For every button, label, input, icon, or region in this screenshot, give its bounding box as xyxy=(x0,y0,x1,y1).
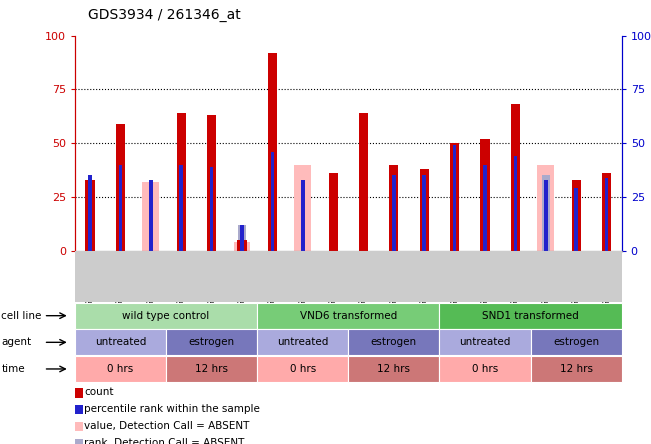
Bar xyxy=(238,240,247,251)
Bar xyxy=(238,225,245,251)
Text: untreated: untreated xyxy=(277,337,328,347)
Bar xyxy=(420,169,429,251)
Bar xyxy=(210,167,214,251)
Bar xyxy=(180,165,183,251)
Bar xyxy=(537,165,554,251)
Bar xyxy=(271,152,274,251)
Text: 0 hrs: 0 hrs xyxy=(107,364,133,374)
Text: 0 hrs: 0 hrs xyxy=(290,364,316,374)
Text: VND6 transformed: VND6 transformed xyxy=(299,311,397,321)
Bar xyxy=(118,165,122,251)
Bar xyxy=(207,115,216,251)
Bar xyxy=(85,180,94,251)
Bar xyxy=(422,175,426,251)
Bar xyxy=(294,165,311,251)
Text: untreated: untreated xyxy=(460,337,510,347)
Text: wild type control: wild type control xyxy=(122,311,210,321)
Bar xyxy=(389,165,398,251)
Bar xyxy=(602,173,611,251)
Text: rank, Detection Call = ABSENT: rank, Detection Call = ABSENT xyxy=(84,438,245,444)
Bar xyxy=(301,180,305,251)
Bar xyxy=(544,180,547,251)
Text: SND1 transformed: SND1 transformed xyxy=(482,311,579,321)
Bar xyxy=(116,124,125,251)
Bar xyxy=(234,242,250,251)
Bar xyxy=(572,180,581,251)
Bar xyxy=(268,53,277,251)
Bar xyxy=(329,173,338,251)
Bar xyxy=(480,139,490,251)
Bar xyxy=(511,104,520,251)
Bar xyxy=(176,113,186,251)
Text: count: count xyxy=(84,388,114,397)
Text: 12 hrs: 12 hrs xyxy=(195,364,228,374)
Bar xyxy=(450,175,458,251)
Text: 12 hrs: 12 hrs xyxy=(378,364,410,374)
Bar xyxy=(143,182,159,251)
Bar xyxy=(483,165,487,251)
Text: agent: agent xyxy=(1,337,31,347)
Bar xyxy=(450,143,459,251)
Bar xyxy=(453,145,456,251)
Text: estrogen: estrogen xyxy=(371,337,417,347)
Text: percentile rank within the sample: percentile rank within the sample xyxy=(84,404,260,414)
Bar xyxy=(240,225,243,251)
Text: 0 hrs: 0 hrs xyxy=(472,364,498,374)
Text: estrogen: estrogen xyxy=(189,337,234,347)
Text: time: time xyxy=(1,364,25,374)
Text: untreated: untreated xyxy=(95,337,146,347)
Bar xyxy=(392,175,396,251)
Text: 12 hrs: 12 hrs xyxy=(560,364,592,374)
Text: estrogen: estrogen xyxy=(553,337,599,347)
Bar xyxy=(514,156,517,251)
Text: cell line: cell line xyxy=(1,311,42,321)
Text: value, Detection Call = ABSENT: value, Detection Call = ABSENT xyxy=(84,421,249,431)
Bar xyxy=(359,113,368,251)
Bar xyxy=(149,180,152,251)
Bar xyxy=(605,178,608,251)
Bar xyxy=(574,188,578,251)
Bar xyxy=(542,175,549,251)
Text: GDS3934 / 261346_at: GDS3934 / 261346_at xyxy=(88,8,241,22)
Bar xyxy=(89,175,92,251)
